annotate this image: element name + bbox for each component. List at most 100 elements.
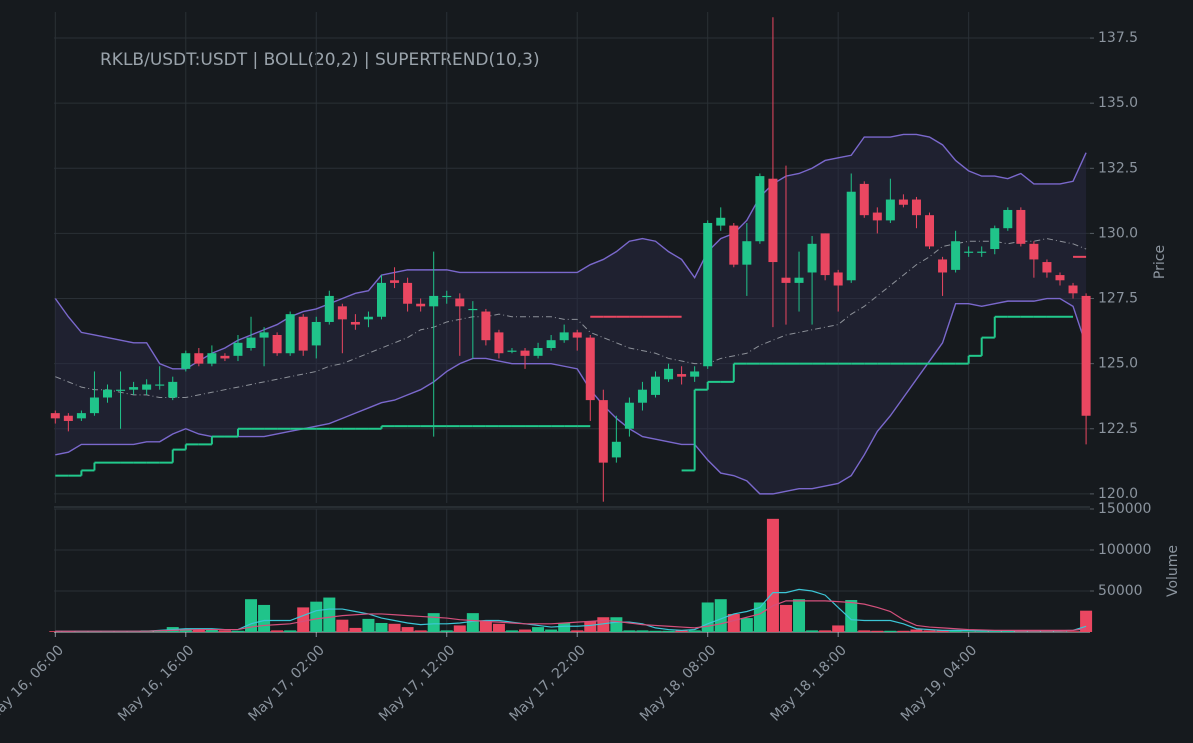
y-tick-label: 132.5 — [1098, 160, 1138, 176]
candle-body — [664, 368, 674, 380]
candle-body — [637, 389, 647, 403]
volume-bar — [701, 602, 714, 632]
candle-body — [246, 337, 256, 349]
candle-body — [429, 295, 439, 307]
candle-body — [938, 259, 948, 273]
candle-body — [520, 350, 530, 356]
volume-bar — [662, 630, 675, 632]
candle-body — [129, 387, 139, 390]
candle-body — [742, 241, 752, 265]
candle-body — [977, 251, 987, 253]
candle-body — [1016, 209, 1026, 244]
volume-bar — [858, 630, 871, 632]
volume-bar — [349, 627, 362, 632]
candle-body — [507, 350, 517, 352]
candle-body — [442, 295, 452, 298]
volume-bar — [584, 621, 597, 632]
volume-tick-label: 50000 — [1098, 583, 1143, 599]
candle-body — [781, 277, 791, 283]
volume-bar — [323, 597, 336, 632]
volume-bar — [231, 630, 244, 632]
volume-bar — [1067, 631, 1080, 632]
candle-body — [572, 332, 582, 338]
x-tick-label: May 17, 02:00 — [246, 642, 328, 724]
volume-bar — [923, 630, 936, 632]
band-fill — [55, 134, 1087, 494]
volume-bar — [649, 630, 662, 632]
volume-bar — [766, 518, 779, 632]
volume-bar — [571, 630, 584, 632]
candle-body — [142, 384, 152, 390]
candle-body — [898, 199, 908, 205]
candle-body — [350, 321, 360, 325]
volume-bar — [1001, 630, 1014, 632]
volume-axis-label: Volume — [1165, 545, 1181, 597]
bollinger-middle — [55, 238, 1087, 399]
candle-body — [311, 321, 321, 346]
candle-body — [598, 400, 608, 463]
candle-body — [716, 217, 726, 226]
volume-bar — [832, 625, 845, 632]
candle-body — [703, 222, 713, 367]
volume-bar — [845, 600, 858, 632]
candle-body — [481, 311, 491, 341]
volume-bar — [819, 630, 832, 632]
bollinger-upper — [54, 133, 1087, 370]
candle-body — [63, 415, 73, 421]
volume-bar — [218, 630, 231, 632]
volume-bar — [897, 630, 910, 632]
volume-bar — [910, 629, 923, 632]
candle-body — [76, 413, 86, 419]
volume-bar — [949, 630, 962, 632]
volume-bar — [884, 630, 897, 632]
candle-body — [50, 413, 60, 419]
candle-body — [611, 441, 621, 458]
x-tick-label: May 18, 18:00 — [767, 642, 849, 724]
volume-bar — [636, 630, 649, 632]
volume-bar — [492, 623, 505, 632]
x-tick-label: May 16, 06:00 — [0, 642, 67, 724]
volume-ma — [55, 600, 1087, 632]
candle-body — [207, 353, 217, 364]
y-tick-label: 135.0 — [1098, 95, 1138, 111]
volume-bar — [362, 618, 375, 632]
volume-bar — [453, 625, 466, 632]
volume-bar — [988, 631, 1001, 632]
candle-body — [859, 183, 869, 216]
y-axis-label: Price — [1152, 245, 1168, 279]
candle-body — [820, 233, 830, 276]
candle-body — [794, 277, 804, 283]
x-tick-label: May 18, 08:00 — [637, 642, 719, 724]
candle-body — [390, 280, 400, 283]
candle-body — [1068, 285, 1078, 294]
candle-body — [964, 251, 974, 253]
volume-bar — [375, 622, 388, 632]
candle-body — [846, 191, 856, 281]
volume-bar — [545, 629, 558, 632]
volume-bar — [505, 630, 518, 632]
candle-body — [259, 332, 269, 338]
volume-bar — [427, 613, 440, 632]
volume-bar — [675, 630, 688, 632]
candle-body — [546, 340, 556, 349]
y-tick-label: 137.5 — [1098, 30, 1138, 46]
volume-bar — [806, 630, 819, 632]
volume-bar — [740, 618, 753, 632]
volume-bar — [297, 607, 310, 632]
chart-title: RKLB/USDT:USDT | BOLL(20,2) | SUPERTREND… — [100, 50, 540, 70]
volume-bar — [962, 631, 975, 632]
volume-bar — [479, 621, 492, 632]
candle-body — [233, 342, 243, 356]
candle-body — [1029, 243, 1039, 260]
candle-body — [755, 176, 765, 242]
volume-bar — [753, 602, 766, 632]
volume-bar — [1014, 631, 1027, 632]
y-tick-label: 127.5 — [1098, 291, 1138, 307]
volume-bar — [714, 599, 727, 632]
volume-bar — [192, 629, 205, 632]
volume-tick-label: 150000 — [1098, 501, 1151, 517]
volume-bar — [388, 623, 401, 632]
candle-body — [951, 241, 961, 270]
candle-body — [1081, 295, 1091, 416]
